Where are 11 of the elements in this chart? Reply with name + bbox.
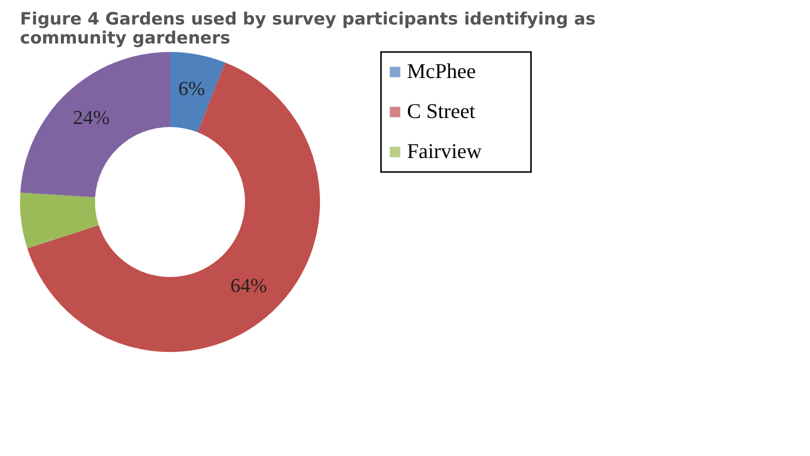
chart-title: Figure 4 Gardens used by survey participants identifying as community gardeners [20, 9, 596, 48]
legend-label: McPhee [407, 59, 476, 83]
data-label: 6% [178, 78, 205, 100]
legend-label: Fairview [407, 139, 482, 163]
donut-slice [20, 52, 170, 198]
donut-slice [27, 62, 320, 352]
donut-slice [170, 52, 226, 132]
data-label: 24% [72, 107, 110, 130]
donut-slice [20, 192, 99, 248]
data-label: 64% [230, 274, 268, 297]
legend-label: C Street [407, 99, 476, 123]
